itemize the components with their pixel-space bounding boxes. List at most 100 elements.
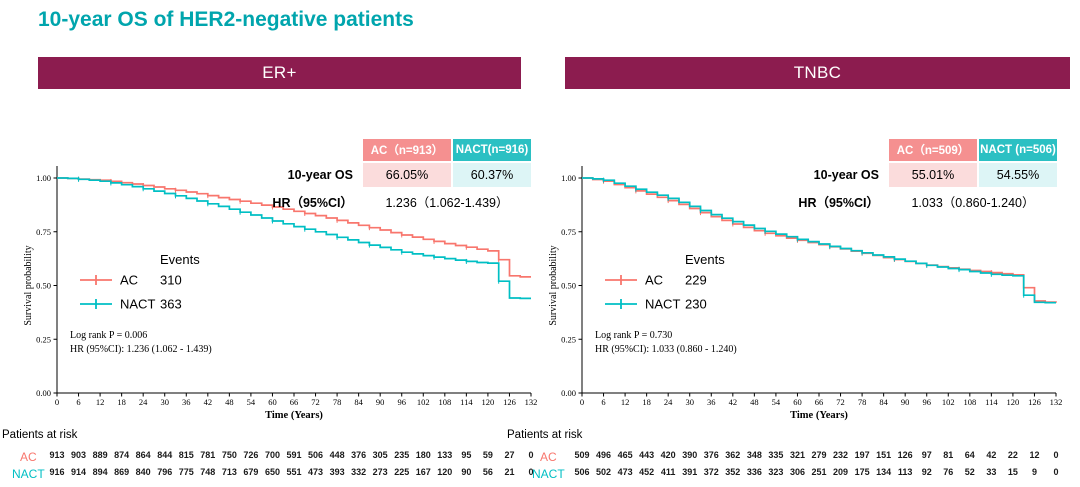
risk-count: 273 (372, 467, 388, 477)
risk-count: 473 (308, 467, 324, 477)
risk-count: 76 (943, 467, 954, 477)
risk-count: 21 (504, 467, 515, 477)
x-tick-label: 6 (601, 397, 605, 407)
y-axis-title: Survival probability (23, 245, 34, 325)
survival-curve-nact (582, 177, 1056, 304)
risk-count: 0 (528, 450, 534, 460)
risk-count: 52 (964, 467, 975, 477)
risk-count: 869 (114, 467, 130, 477)
risk-count: 225 (394, 467, 410, 477)
ac-os-value: 66.05% (363, 163, 451, 187)
ac-column-header: AC（n=509） (889, 139, 977, 161)
risk-count: 509 (574, 450, 590, 460)
risk-count: 748 (200, 467, 216, 477)
risk-counts-er-nact: 916 914 894 869 840 796 775 748 713 679 650 551 473 3… (49, 467, 534, 479)
x-tick-label: 60 (268, 397, 277, 407)
risk-count: 391 (682, 467, 698, 477)
summary-table-er: AC（n=913） NACT(n=916) 10-year OS 66.05% … (251, 139, 531, 213)
km-chart-tnbc: 0 6 12 18 24 30 36 42 48 54 60 66 72 78 84 90 96 102 108 11… (548, 166, 1063, 421)
risk-count: 133 (437, 450, 453, 460)
risk-count: 90 (461, 467, 472, 477)
x-tick-label: 72 (311, 397, 320, 407)
risk-counts-er-ac: 913 903 889 874 864 844 815 781 750 726 700 591 506 4… (49, 450, 534, 462)
x-tick-label: 42 (729, 397, 738, 407)
y-tick-label: 0.25 (36, 334, 51, 344)
risk-count: 134 (876, 467, 892, 477)
y-tick-label: 0.75 (561, 227, 576, 237)
x-tick-label: 114 (460, 397, 473, 407)
x-tick-label: 96 (397, 397, 406, 407)
ac-column-header: AC（n=913） (363, 139, 451, 161)
x-tick-label: 48 (750, 397, 759, 407)
risk-count: 914 (71, 467, 87, 477)
y-tick-label: 1.00 (561, 173, 576, 183)
risk-count: 452 (639, 467, 655, 477)
risk-count: 27 (504, 450, 515, 460)
risk-count: 894 (92, 467, 108, 477)
risk-count: 332 (351, 467, 367, 477)
x-tick-label: 72 (836, 397, 845, 407)
risk-count: 321 (789, 450, 805, 460)
x-tick-label: 102 (942, 397, 955, 407)
risk-count: 496 (596, 450, 612, 460)
risk-count: 97 (921, 450, 932, 460)
risk-count: 506 (308, 450, 324, 460)
risk-count: 775 (178, 467, 194, 477)
x-tick-label: 42 (204, 397, 213, 407)
risk-count: 0 (528, 467, 534, 477)
risk-count: 420 (660, 450, 676, 460)
risk-count: 844 (157, 450, 173, 460)
x-tick-label: 24 (664, 397, 673, 407)
x-tick-label: 6 (76, 397, 80, 407)
risk-counts-tnbc-ac: 509 496 465 443 420 390 376 362 348 335 321 279 232 1… (574, 450, 1059, 462)
x-tick-label: 36 (707, 397, 716, 407)
stat-annotation: HR (95%CI): 1.236 (1.062 - 1.439) (70, 344, 212, 355)
x-tick-label: 114 (985, 397, 998, 407)
table-spacer (777, 139, 887, 161)
risk-counts-tnbc-nact: 506 502 473 452 411 391 372 352 336 323 306 251 209 1… (574, 467, 1059, 479)
patients-at-risk-label-er: Patients at risk (2, 429, 78, 441)
risk-count: 591 (286, 450, 302, 460)
y-tick-label: 0.50 (561, 281, 576, 291)
km-chart-er: 0 6 12 18 24 30 36 42 48 54 60 66 72 78 84 90 96 102 108 11… (23, 166, 537, 421)
risk-count: 42 (986, 450, 997, 460)
risk-count: 64 (964, 450, 975, 460)
x-tick-label: 132 (1050, 397, 1063, 407)
x-tick-label: 120 (1007, 397, 1020, 407)
risk-count: 56 (482, 467, 493, 477)
risk-count: 551 (286, 467, 302, 477)
legend-events-nact: 363 (160, 297, 182, 312)
nact-os-value: 60.37% (453, 163, 531, 187)
risk-count: 33 (986, 467, 997, 477)
os-row-label: 10-year OS (287, 168, 353, 182)
summary-table-tnbc: AC（n=509） NACT (n=506) 10-year OS 55.01%… (777, 139, 1057, 213)
risk-count: 889 (92, 450, 108, 460)
x-axis-title: Time (Years) (790, 410, 848, 421)
risk-count: 235 (394, 450, 410, 460)
risk-count: 700 (264, 450, 280, 460)
risk-count: 465 (617, 450, 633, 460)
risk-count: 0 (1053, 450, 1059, 460)
risk-count: 92 (921, 467, 932, 477)
risk-row-name-ac: AC (540, 450, 557, 464)
risk-count: 167 (415, 467, 431, 477)
y-tick-label: 0.75 (36, 227, 51, 237)
risk-count: 180 (415, 450, 431, 460)
x-tick-label: 84 (354, 397, 363, 407)
page-title: 10-year OS of HER2-negative patients (38, 8, 414, 31)
nact-column-header: NACT(n=916) (453, 139, 531, 161)
hr-value: 1.033（0.860-1.240） (889, 189, 1057, 213)
risk-count: 9 (1031, 467, 1037, 477)
x-tick-label: 108 (963, 397, 976, 407)
legend-label-nact: NACT (645, 297, 680, 312)
risk-count: 376 (351, 450, 367, 460)
risk-count: 197 (854, 450, 870, 460)
risk-count: 0 (1053, 467, 1059, 477)
tnbc-banner: TNBC (565, 57, 1070, 89)
legend-events-nact: 230 (685, 297, 707, 312)
y-tick-label: 0.00 (561, 388, 576, 398)
risk-count: 376 (703, 450, 719, 460)
risk-count: 335 (768, 450, 784, 460)
x-tick-label: 120 (482, 397, 495, 407)
